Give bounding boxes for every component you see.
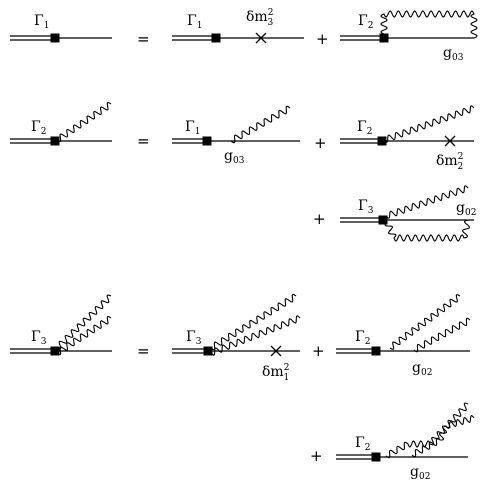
diagram-term-3-1: Γ3 δm2 1 <box>172 293 301 383</box>
diagram-lhs-1: Γ1 <box>10 13 112 43</box>
double-line <box>340 217 383 223</box>
vertex-square <box>203 346 213 356</box>
vertex-label: Γ3 <box>186 329 202 347</box>
photon-line-2 <box>210 315 301 356</box>
vertex-square <box>378 215 388 225</box>
vertex-square <box>211 33 221 43</box>
diagram-term-3-3: Γ2 g02 <box>336 402 475 482</box>
double-line <box>10 35 55 41</box>
coupling-label: g02 <box>412 360 432 378</box>
vertex-square <box>377 136 387 146</box>
plus-sign-1: + <box>316 30 329 48</box>
vertex-label: Γ2 <box>31 119 46 137</box>
vertex-square <box>371 452 381 462</box>
photon-line-1 <box>56 294 112 350</box>
photon-loop <box>384 219 471 242</box>
vertex-square <box>202 136 212 146</box>
vertex-label: Γ1 <box>185 119 200 137</box>
diagram-term-2-1: Γ1 g03 <box>172 105 300 166</box>
mass-label: δm2 2 <box>436 152 463 172</box>
plus-sign-2: + <box>314 134 327 152</box>
double-line <box>340 35 384 41</box>
double-line <box>172 348 208 354</box>
diagram-lhs-2: Γ2 <box>10 101 112 146</box>
vertex-label: Γ2 <box>358 13 373 31</box>
vertex-label: Γ1 <box>187 13 202 31</box>
mass-label: δm2 3 <box>246 8 273 28</box>
vertex-label: Γ3 <box>31 329 47 347</box>
diagram-term-2-3: Γ3 g02 <box>340 185 476 242</box>
photon-line <box>383 105 475 143</box>
mass-insertion-cross <box>444 135 456 147</box>
diagram-term-3-2: Γ2 g02 <box>336 294 471 378</box>
photon-line-2 <box>413 317 471 353</box>
double-line <box>10 138 55 144</box>
equals-sign-1: = <box>137 30 150 48</box>
vertex-square <box>50 33 60 43</box>
vertex-label: Γ2 <box>355 329 370 347</box>
coupling-label: g02 <box>456 200 476 218</box>
photon-line-1 <box>210 293 297 351</box>
diagram-term-1-2: Γ2 g03 <box>340 10 478 63</box>
diagram-term-1-1: Γ1 δm2 3 <box>172 8 304 44</box>
photon-loop <box>380 10 478 39</box>
equals-sign-3: = <box>137 342 150 360</box>
double-line <box>10 348 55 354</box>
vertex-square <box>371 346 381 356</box>
vertex-label: Γ2 <box>355 435 370 453</box>
mass-label: δm2 1 <box>262 363 289 383</box>
vertex-label: Γ1 <box>34 13 49 31</box>
photon-line-2 <box>56 315 112 356</box>
coupling-label: g02 <box>410 464 430 482</box>
double-line <box>336 348 376 354</box>
coupling-label: g03 <box>443 45 464 63</box>
double-line <box>172 138 207 144</box>
diagram-lhs-3: Γ3 <box>10 294 112 356</box>
vertex-square <box>50 346 60 356</box>
photon-line-outgoing <box>385 185 469 219</box>
double-line <box>340 138 382 144</box>
vertex-label: Γ2 <box>357 119 372 137</box>
plus-sign-3: + <box>313 210 326 228</box>
photon-line-1 <box>385 402 469 459</box>
double-line <box>336 454 376 460</box>
vertex-square <box>50 136 60 146</box>
photon-line-2 <box>411 415 475 458</box>
mass-insertion-cross <box>270 345 282 357</box>
photon-line <box>56 101 112 143</box>
double-line <box>172 35 216 41</box>
photon-line <box>230 105 291 144</box>
diagram-term-2-2: Γ2 δm2 2 <box>340 105 475 172</box>
equals-sign-2: = <box>137 132 150 150</box>
coupling-label: g03 <box>224 148 245 166</box>
photon-line-1 <box>389 294 461 350</box>
plus-sign-5: + <box>310 447 323 465</box>
plus-sign-4: + <box>312 342 325 360</box>
vertex-label: Γ3 <box>358 198 374 216</box>
mass-insertion-cross <box>255 32 267 44</box>
